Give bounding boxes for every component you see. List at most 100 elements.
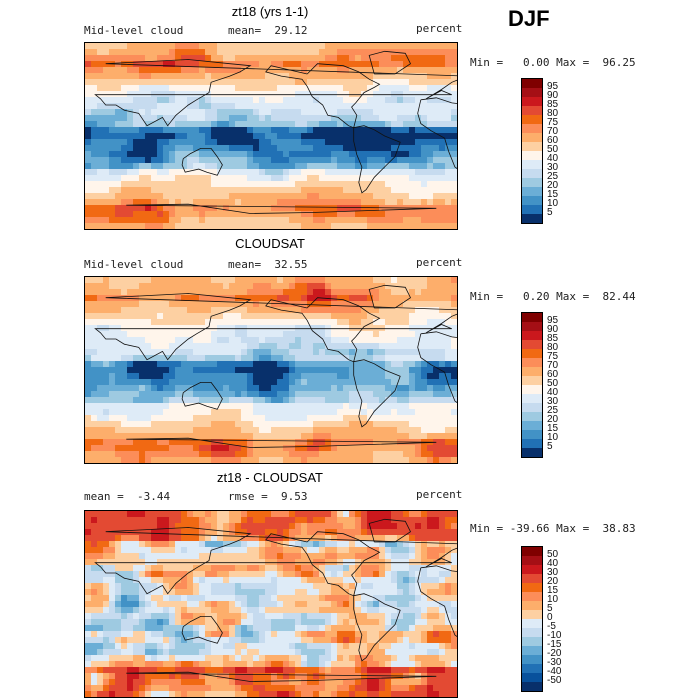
map-cell — [103, 139, 110, 146]
map-cell — [157, 193, 164, 200]
map-cell — [427, 451, 434, 458]
map-cell — [247, 457, 254, 463]
map-cell — [307, 535, 314, 542]
map-cell — [397, 121, 404, 128]
map-cell — [211, 49, 218, 56]
map-cell — [283, 457, 290, 463]
map-cell — [367, 331, 374, 338]
map-cell — [205, 217, 212, 224]
map-cell — [241, 391, 248, 398]
map-cell — [367, 451, 374, 458]
map-cell — [91, 67, 98, 74]
map-cell — [283, 451, 290, 458]
map-cell — [373, 559, 380, 566]
map-cell — [259, 565, 266, 572]
map-cell — [355, 427, 362, 434]
map-cell — [319, 607, 326, 614]
map-cell — [157, 307, 164, 314]
map-cell — [337, 445, 344, 452]
map-cell — [175, 583, 182, 590]
map-cell — [385, 61, 392, 68]
map-cell — [433, 559, 440, 566]
map-cell — [103, 307, 110, 314]
map-cell — [361, 109, 368, 116]
map-cell — [283, 547, 290, 554]
map-cell — [337, 451, 344, 458]
map-cell — [355, 307, 362, 314]
map-cell — [247, 559, 254, 566]
map-cell — [157, 541, 164, 548]
map-cell — [289, 211, 296, 218]
map-cell — [451, 277, 457, 284]
map-cell — [427, 583, 434, 590]
map-cell — [349, 349, 356, 356]
map-cell — [253, 403, 260, 410]
map-cell — [235, 535, 242, 542]
map-cell — [385, 535, 392, 542]
panel-1-max-label: Max = — [556, 56, 590, 69]
map-cell — [193, 79, 200, 86]
map-cell — [283, 193, 290, 200]
map-cell — [145, 511, 152, 518]
map-cell — [127, 517, 134, 524]
map-cell — [127, 571, 134, 578]
map-cell — [85, 403, 92, 410]
map-cell — [451, 187, 457, 194]
map-cell — [121, 211, 128, 218]
map-cell — [169, 325, 176, 332]
map-cell — [103, 541, 110, 548]
map-cell — [445, 211, 452, 218]
map-cell — [97, 67, 104, 74]
map-cell — [367, 511, 374, 518]
map-cell — [391, 301, 398, 308]
map-cell — [253, 517, 260, 524]
map-cell — [247, 565, 254, 572]
map-cell — [427, 373, 434, 380]
map-cell — [379, 301, 386, 308]
map-cell — [115, 343, 122, 350]
map-cell — [253, 289, 260, 296]
map-cell — [91, 385, 98, 392]
map-cell — [157, 109, 164, 116]
map-cell — [397, 541, 404, 548]
map-cell — [439, 211, 446, 218]
map-cell — [415, 277, 422, 284]
map-cell — [385, 73, 392, 80]
map-cell — [85, 175, 92, 182]
map-cell — [307, 175, 314, 182]
map-cell — [181, 151, 188, 158]
map-cell — [337, 223, 344, 229]
colorbar-tick-label: 80 — [547, 108, 559, 119]
map-cell — [157, 397, 164, 404]
map-cell — [139, 451, 146, 458]
map-cell — [235, 49, 242, 56]
map-cell — [139, 427, 146, 434]
map-cell — [157, 181, 164, 188]
map-cell — [109, 199, 116, 206]
map-cell — [103, 565, 110, 572]
map-cell — [391, 289, 398, 296]
map-cell — [205, 427, 212, 434]
map-cell — [241, 79, 248, 86]
map-cell — [379, 337, 386, 344]
map-cell — [199, 115, 206, 122]
map-cell — [241, 349, 248, 356]
map-cell — [355, 355, 362, 362]
map-cell — [349, 427, 356, 434]
map-cell — [259, 175, 266, 182]
map-cell — [367, 379, 374, 386]
map-cell — [229, 337, 236, 344]
map-cell — [313, 55, 320, 62]
map-cell — [415, 313, 422, 320]
map-cell — [361, 277, 368, 284]
map-cell — [451, 529, 457, 536]
map-cell — [187, 457, 194, 463]
map-cell — [181, 175, 188, 182]
map-cell — [91, 49, 98, 56]
map-cell — [103, 121, 110, 128]
map-cell — [187, 121, 194, 128]
map-cell — [325, 379, 332, 386]
map-cell — [259, 307, 266, 314]
map-cell — [115, 127, 122, 134]
map-cell — [139, 217, 146, 224]
